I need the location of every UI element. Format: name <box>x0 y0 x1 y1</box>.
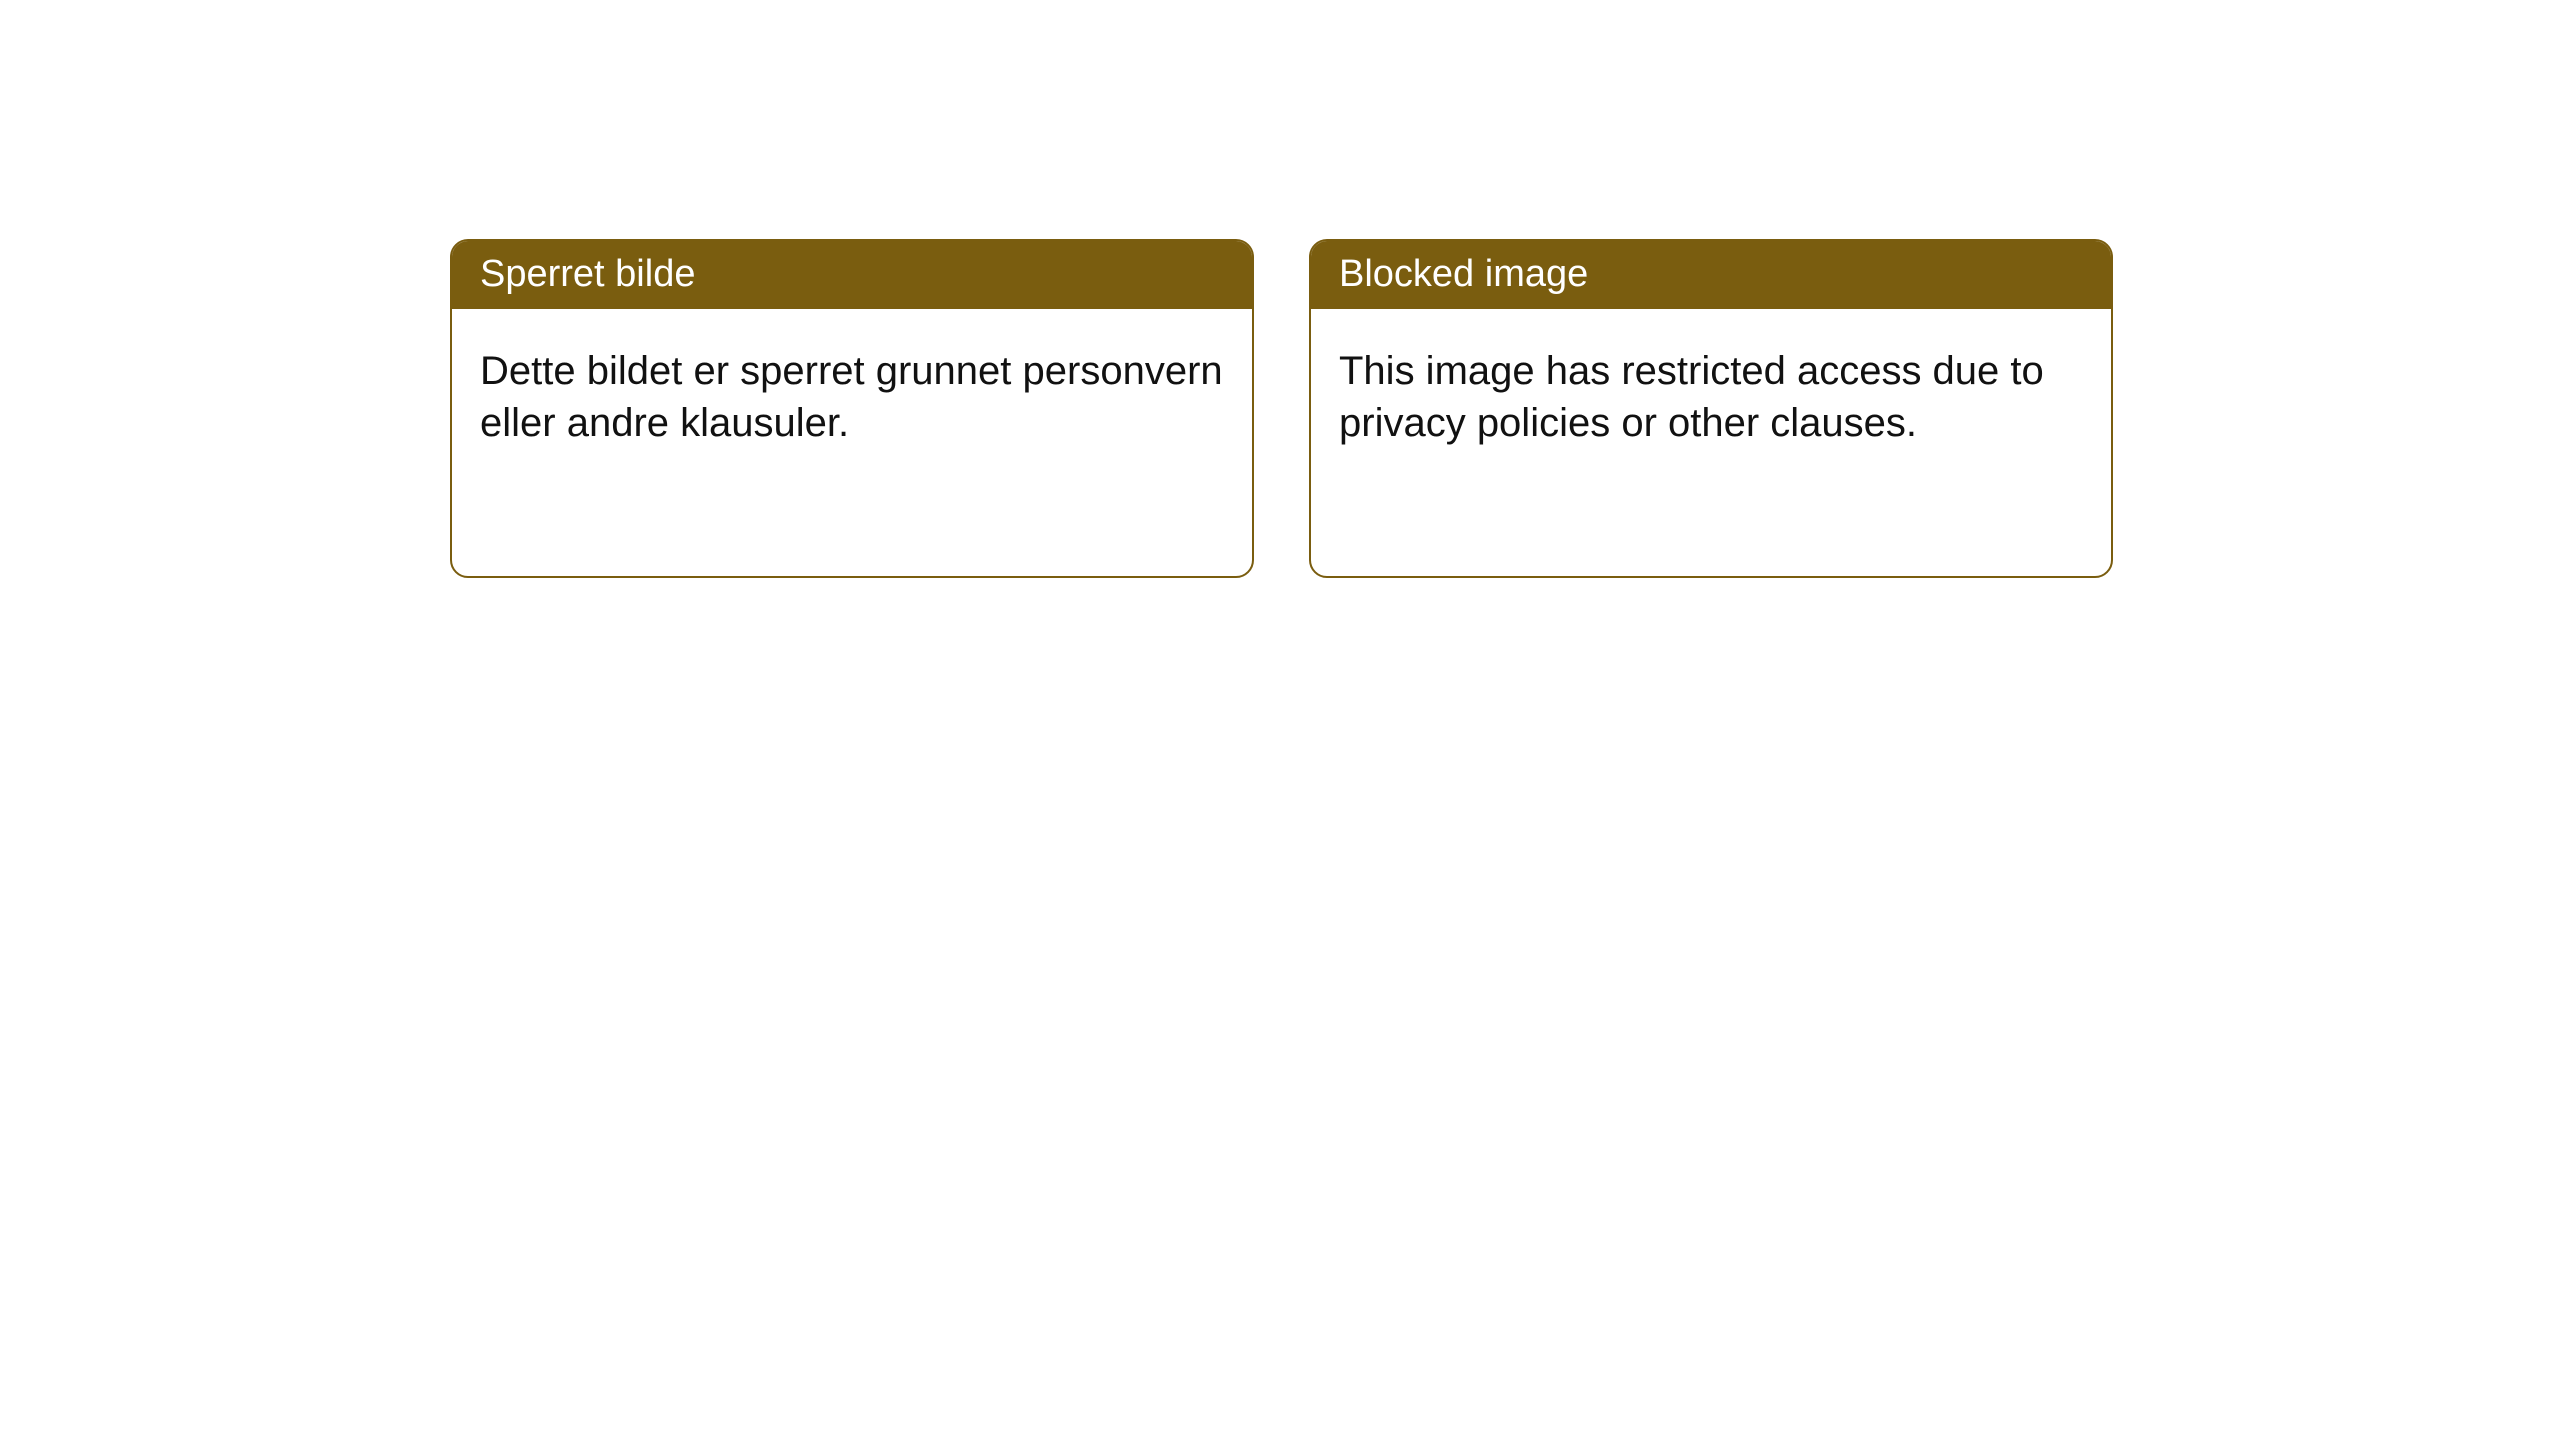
card-header-norwegian: Sperret bilde <box>452 241 1252 309</box>
card-title: Blocked image <box>1339 253 1588 295</box>
card-body-english: This image has restricted access due to … <box>1311 309 2111 485</box>
notice-card-english: Blocked image This image has restricted … <box>1309 239 2113 578</box>
card-header-english: Blocked image <box>1311 241 2111 309</box>
card-title: Sperret bilde <box>480 253 695 295</box>
notice-card-norwegian: Sperret bilde Dette bildet er sperret gr… <box>450 239 1254 578</box>
card-body-text: Dette bildet er sperret grunnet personve… <box>480 349 1223 445</box>
notice-cards-container: Sperret bilde Dette bildet er sperret gr… <box>450 239 2113 578</box>
card-body-text: This image has restricted access due to … <box>1339 349 2044 445</box>
card-body-norwegian: Dette bildet er sperret grunnet personve… <box>452 309 1252 485</box>
